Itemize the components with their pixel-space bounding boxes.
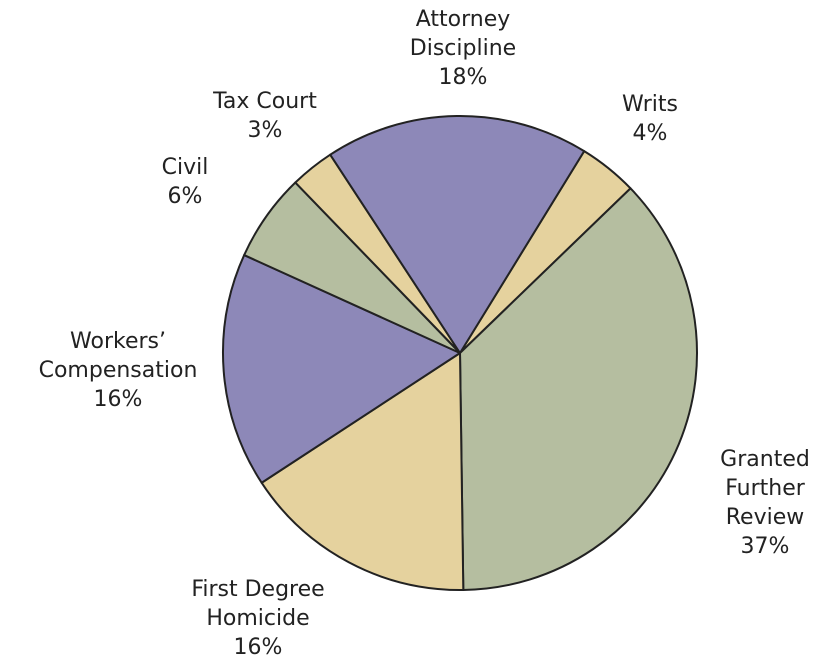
slice-label: Writs	[622, 92, 678, 117]
slice-label-line: Tax Court	[212, 89, 317, 114]
slice-label-line: Granted	[720, 447, 810, 472]
slice-label-line: Compensation	[39, 358, 198, 383]
slice-label-line: Further	[725, 476, 806, 501]
value-label: 16%	[94, 387, 143, 412]
pie-slice	[222, 254, 461, 484]
value-label: 3%	[248, 118, 283, 143]
slice-label: First Degree Homicide	[191, 577, 324, 631]
slice-label: Workers’ Compensation	[39, 329, 198, 383]
value-label: 6%	[168, 184, 203, 209]
slice-label: Attorney Discipline	[410, 7, 516, 61]
value-label: 37%	[741, 534, 790, 559]
slice-label-line: Workers’	[70, 329, 166, 354]
value-label: 16%	[234, 635, 283, 660]
slice-label-line: Civil	[162, 155, 209, 180]
slice-label-line: Discipline	[410, 36, 516, 61]
pie-slice	[260, 352, 465, 591]
slice-label-line: Attorney	[416, 7, 511, 32]
value-label: 18%	[439, 65, 488, 90]
slice-label: Civil	[162, 155, 209, 180]
slice-label: Tax Court	[212, 89, 317, 114]
value-label: 4%	[633, 121, 668, 146]
slice-label-line: Review	[726, 505, 805, 530]
pie-slice	[329, 115, 586, 354]
slice-label-line: First Degree	[191, 577, 324, 602]
slice-label: Granted Further Review	[720, 447, 810, 530]
pie-slice	[459, 187, 698, 591]
slice-label-line: Homicide	[206, 606, 309, 631]
slice-label-line: Writs	[622, 92, 678, 117]
